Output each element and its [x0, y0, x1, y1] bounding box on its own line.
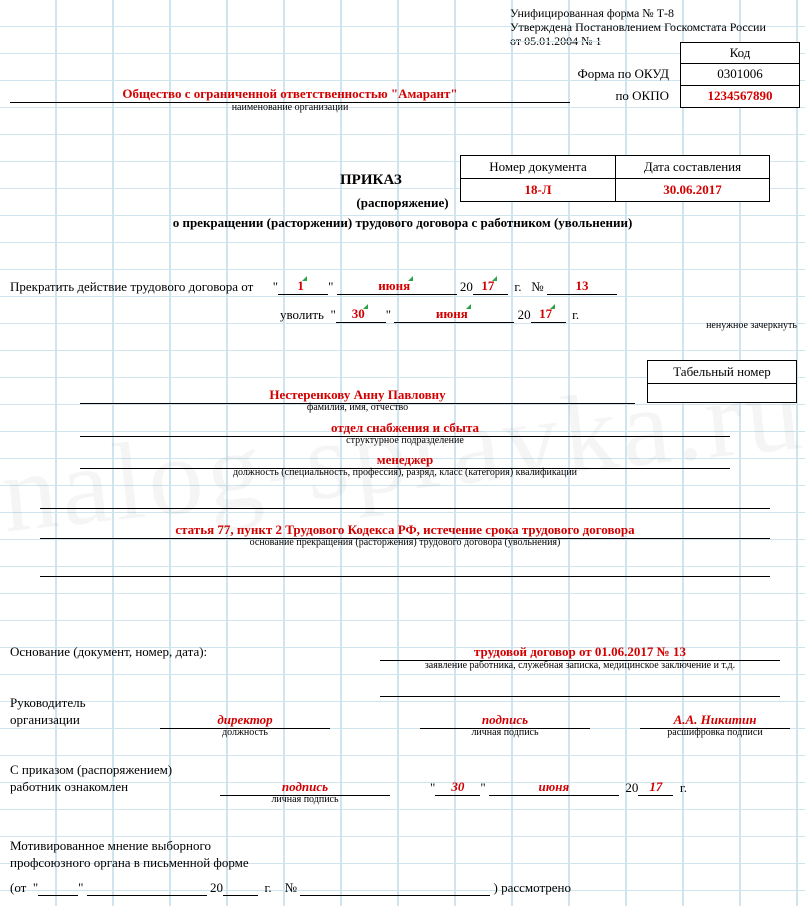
- blank-line-1: [40, 492, 770, 509]
- tick-icon: [550, 304, 555, 309]
- terminate-prefix: Прекратить действие трудового договора о…: [10, 279, 253, 294]
- tick-icon: [302, 276, 307, 281]
- tick-icon: [492, 276, 497, 281]
- ack-year: 17: [638, 779, 673, 796]
- strike-note: ненужное зачеркнуть: [706, 320, 797, 331]
- doc-num-header: Номер документа: [461, 156, 615, 179]
- terminate-line1: Прекратить действие трудового договора о…: [10, 278, 800, 295]
- no-label: №: [531, 279, 543, 294]
- doc-subject: о прекращении (расторжении) трудового до…: [0, 215, 805, 231]
- union-day: [38, 880, 78, 896]
- year-suffix: г.: [514, 279, 521, 294]
- employee-dept-caption: структурное подразделение: [80, 435, 730, 446]
- ack-line1: С приказом (распоряжением): [10, 762, 172, 778]
- ack-month: июня: [489, 779, 619, 796]
- ack-day: 30: [435, 779, 480, 796]
- union-no: [300, 880, 490, 896]
- employee-name-caption: фамилия, имя, отчество: [80, 402, 635, 413]
- basis-label: Основание (документ, номер, дата):: [10, 644, 207, 660]
- manager-line2: организации: [10, 712, 80, 728]
- ack-year-prefix: 20: [625, 780, 638, 795]
- code-table: Код 0301006 1234567890: [680, 42, 800, 108]
- tab-frame: Табельный номер: [647, 360, 797, 403]
- dismiss-year: 17: [531, 306, 566, 323]
- year-prefix: 20: [460, 279, 473, 294]
- ack-year-suffix: г.: [680, 780, 687, 795]
- manager-position-cap: должность: [160, 727, 330, 738]
- union-year-prefix: 20: [210, 880, 223, 895]
- term-no: 13: [547, 278, 617, 295]
- union-considered: ) рассмотрено: [494, 880, 572, 895]
- basis-blank: [380, 680, 780, 697]
- okud-label: Форма по ОКУД: [555, 66, 675, 82]
- year-suffix2: г.: [572, 307, 579, 322]
- union-date-line: (от "" 20 г. № ) рассмотрено: [10, 880, 800, 896]
- org-name: Общество с ограниченной ответственностью…: [10, 86, 570, 103]
- tab-header: Табельный номер: [648, 361, 796, 384]
- term-year1: 17: [473, 278, 508, 295]
- ack-date: "30" июня 2017 г.: [430, 779, 687, 796]
- manager-name-cap: расшифровка подписи: [640, 727, 790, 738]
- basis-value: трудовой договор от 01.06.2017 № 13: [380, 644, 780, 661]
- ack-sign-cap: личная подпись: [220, 794, 390, 805]
- dismiss-label: уволить: [280, 307, 324, 322]
- form-line2: Утверждена Постановлением Госкомстата Ро…: [510, 20, 800, 34]
- basis-caption: заявление работника, служебная записка, …: [380, 660, 780, 671]
- tick-icon: [363, 304, 368, 309]
- manager-sign-cap: личная подпись: [420, 727, 590, 738]
- union-month: [87, 880, 207, 896]
- okud-value: 0301006: [680, 64, 800, 86]
- term-month1: июня: [337, 278, 457, 295]
- union-line1: Мотивированное мнение выборного: [10, 838, 211, 854]
- dismiss-month: июня: [394, 306, 514, 323]
- doc-title: ПРИКАЗ: [340, 172, 402, 189]
- employee-position-caption: должность (специальность, профессия), ра…: [80, 467, 730, 478]
- tab-value: [648, 384, 796, 402]
- form-line1: Унифицированная форма № Т-8: [510, 6, 800, 20]
- dismiss-day: 30: [336, 306, 386, 323]
- term-day1: 1: [278, 278, 328, 295]
- union-no-label: №: [285, 880, 297, 895]
- union-year: [223, 880, 258, 896]
- doc-date-header: Дата составления: [616, 156, 769, 179]
- employee-reason-caption: основание прекращения (расторжения) труд…: [40, 537, 770, 548]
- code-heading: Код: [680, 42, 800, 64]
- union-from: (от: [10, 880, 26, 895]
- blank-line-2: [40, 560, 770, 577]
- tick-icon: [408, 276, 413, 281]
- union-year-suffix: г.: [264, 880, 271, 895]
- doc-subtitle: (распоряжение): [0, 195, 805, 211]
- okpo-label: по ОКПО: [555, 88, 675, 104]
- okpo-value: 1234567890: [680, 86, 800, 108]
- ack-line2: работник ознакомлен: [10, 779, 128, 795]
- union-line2: профсоюзного органа в письменной форме: [10, 855, 249, 871]
- org-caption: наименование организации: [10, 102, 570, 113]
- manager-line1: Руководитель: [10, 695, 86, 711]
- tick-icon: [466, 304, 471, 309]
- year-prefix2: 20: [518, 307, 531, 322]
